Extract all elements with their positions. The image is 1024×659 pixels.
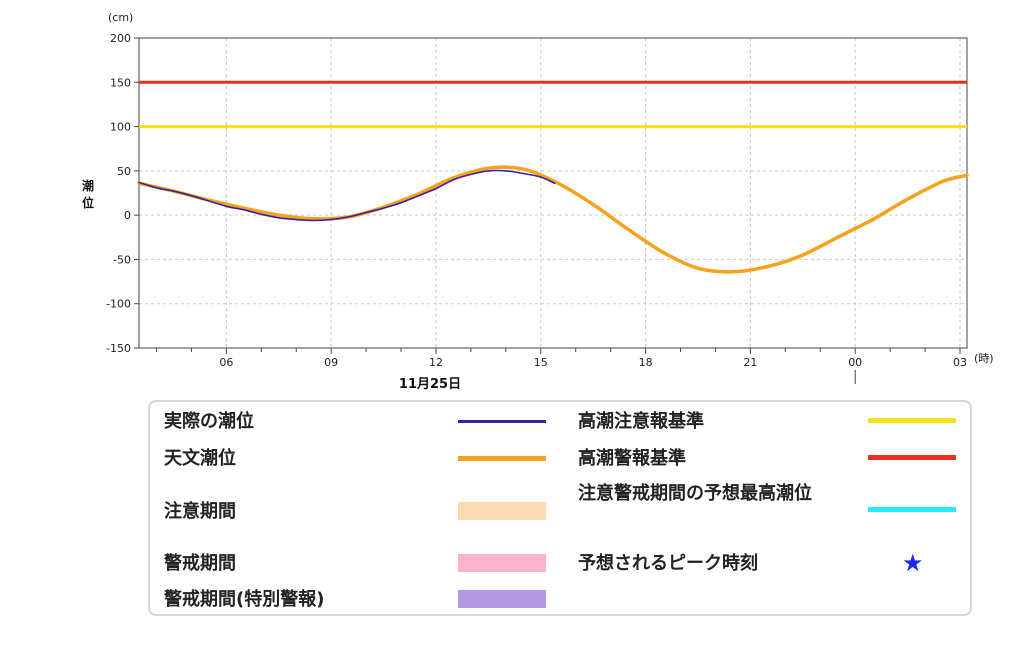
legend-swatch-special-warning-period [458,590,546,608]
y-axis-label: 位 [82,195,94,210]
x-tick-label: 06 [219,356,233,369]
x-tick-label: 03 [953,356,967,369]
x-tick-label: 12 [429,356,443,369]
legend-swatch-warning-period [458,554,546,572]
date-label: 11月25日 [399,377,461,392]
y-tick-label: -150 [106,342,131,355]
y-tick-label: 100 [110,121,131,134]
y-tick-label: -50 [113,253,131,266]
star-icon: ★ [902,549,924,577]
legend-swatch-caution-period [458,502,546,520]
y-unit-label: (cm) [108,11,133,24]
series-line-actual-tide [138,169,556,222]
legend-label-predicted-peak-time: 予想されるピーク時刻 [578,553,758,574]
plot-frame [138,37,968,349]
legend-label-astronomical-tide: 天文潮位 [164,448,236,469]
x-tick-label: 00 [848,356,862,369]
plot-area [139,38,967,348]
legend-label-storm-surge-advisory-level: 高潮注意報基準 [578,411,704,432]
legend-swatch-storm-surge-advisory-level [868,418,956,423]
legend: 実際の潮位 天文潮位 注意期間 警戒期間 警戒期間(特別警報) 高潮注意報基準 … [148,400,972,616]
x-unit-label: (時) [974,352,994,365]
legend-label-predicted-max-tide: 注意警戒期間の予想最高潮位 [578,483,812,504]
y-tick-label: 200 [110,32,131,45]
x-tick-label: 18 [639,356,653,369]
legend-swatch-astronomical-tide [458,456,546,461]
x-tick-label: 21 [743,356,757,369]
y-tick-label: -100 [106,298,131,311]
legend-label-warning-period: 警戒期間 [164,553,236,574]
legend-label-actual-tide: 実際の潮位 [164,411,254,432]
legend-swatch-predicted-max-tide [868,507,956,512]
legend-swatch-storm-surge-warning-level [868,455,956,460]
y-tick-label: 0 [124,209,131,222]
y-tick-label: 50 [117,165,131,178]
x-tick-label: 09 [324,356,338,369]
tide-chart: 200 150 100 50 0 -50 -100 -150 06 09 12 15 18 21 00 03 (… [82,11,994,392]
legend-swatch-actual-tide [458,420,546,423]
legend-label-storm-surge-warning-level: 高潮警報基準 [578,448,686,469]
legend-label-special-warning-period: 警戒期間(特別警報) [164,589,325,610]
series-line-astronomical-tide [137,165,969,274]
legend-label-caution-period: 注意期間 [164,501,236,522]
x-tick-label: 15 [534,356,548,369]
y-axis-label: 潮 [82,178,94,193]
y-tick-label: 150 [110,76,131,89]
